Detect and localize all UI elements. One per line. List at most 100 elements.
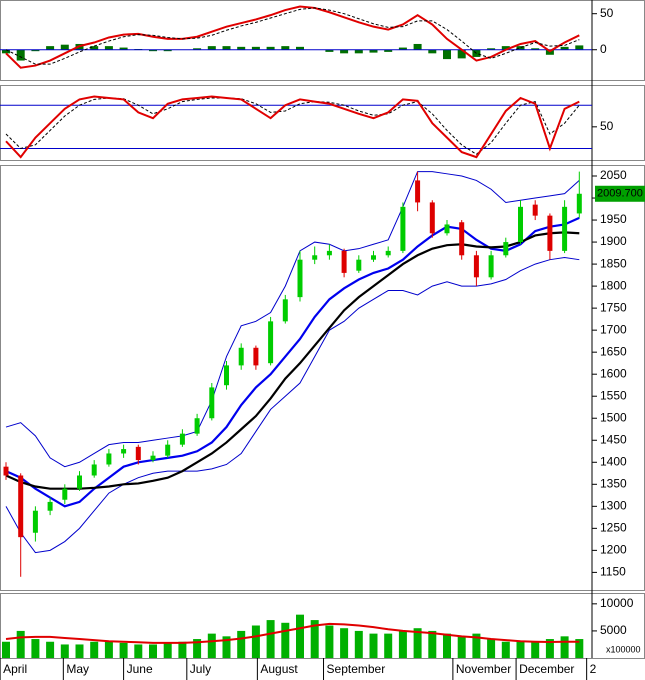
histogram-bar xyxy=(119,47,128,50)
histogram-bar xyxy=(457,49,466,59)
candle-body xyxy=(194,418,200,434)
histogram-bar xyxy=(443,49,451,60)
histogram-bar xyxy=(354,49,363,54)
y-tick-label: 1300 xyxy=(600,498,627,512)
x-tick-label: September xyxy=(327,662,386,676)
series-line xyxy=(5,7,580,65)
histogram-bar xyxy=(413,43,422,50)
volume-bar xyxy=(575,639,584,658)
histogram-bar xyxy=(369,49,378,53)
volume-bar xyxy=(266,620,275,658)
volume-bar xyxy=(501,641,510,658)
volume-bar xyxy=(16,630,25,658)
volume-bar xyxy=(134,644,143,658)
x-tick-label: May xyxy=(66,662,89,676)
histogram-bar xyxy=(2,49,10,54)
histogram-bar xyxy=(90,46,99,50)
volume-bar xyxy=(472,633,481,658)
candle-body xyxy=(224,365,229,386)
candle-body xyxy=(459,222,465,256)
candle-body xyxy=(91,464,97,476)
candle-body xyxy=(282,299,288,322)
volume-bar xyxy=(251,625,260,658)
y-tick-label: 1700 xyxy=(600,322,627,336)
x-tick-label: June xyxy=(127,662,153,676)
y-tick-label: 5000 xyxy=(600,623,627,637)
histogram-bar xyxy=(149,49,157,52)
last-price-box xyxy=(595,185,645,202)
histogram-bar xyxy=(207,46,216,50)
candle-body xyxy=(518,206,523,243)
candle-body xyxy=(444,224,450,234)
candle-body xyxy=(473,255,479,278)
volume-bar xyxy=(310,620,319,658)
candle-body xyxy=(47,501,53,511)
volume-bar xyxy=(428,630,437,658)
candle-body xyxy=(371,255,376,260)
y-tick-label: 50 xyxy=(600,119,614,133)
series-line xyxy=(5,231,580,490)
histogram-bar xyxy=(193,48,202,50)
histogram-bar xyxy=(531,48,540,50)
y-tick-label: 2050 xyxy=(600,168,627,182)
x-tick-label: July xyxy=(190,662,211,676)
volume-bar xyxy=(178,641,187,658)
candle-body xyxy=(165,444,171,456)
candle-body xyxy=(341,250,347,273)
volume-bar xyxy=(516,641,525,658)
y-tick-label: 1250 xyxy=(600,521,627,535)
y-tick-label: 0 xyxy=(600,42,607,56)
candle-body xyxy=(415,180,421,203)
candle-body xyxy=(326,250,332,256)
volume-bar xyxy=(398,630,407,658)
histogram-bar xyxy=(384,49,393,52)
volume-bar xyxy=(163,642,172,658)
volume-bar xyxy=(354,630,363,658)
series-line xyxy=(5,5,580,69)
histogram-bar xyxy=(104,46,113,50)
volume-bar xyxy=(545,639,554,658)
volume-bar xyxy=(119,642,128,658)
x-tick-label: November xyxy=(456,662,511,676)
histogram-bar xyxy=(296,46,304,50)
candle-body xyxy=(268,321,274,364)
histogram-bar xyxy=(60,44,69,50)
volume-bar xyxy=(90,641,99,658)
volume-bar xyxy=(413,628,422,658)
volume-bar xyxy=(487,639,496,658)
histogram-bar xyxy=(560,46,569,50)
x-tick-label: April xyxy=(3,662,27,676)
candle-body xyxy=(385,250,391,256)
y-tick-label: 1150 xyxy=(600,565,626,579)
candle-body xyxy=(209,387,215,419)
histogram-bar xyxy=(31,49,40,52)
y-tick-label: 1350 xyxy=(600,476,627,490)
candle-body xyxy=(150,455,156,461)
histogram-bar xyxy=(46,46,55,50)
histogram-bar xyxy=(516,46,525,50)
y-tick-label: 1600 xyxy=(600,366,627,380)
y-tick-label: 50 xyxy=(600,6,614,20)
volume-bar xyxy=(296,614,304,658)
histogram-bar xyxy=(237,46,246,50)
candle-body xyxy=(3,466,9,476)
volume-bar xyxy=(222,636,231,658)
candle-body xyxy=(312,255,318,260)
candle-body xyxy=(179,433,185,445)
candle-body xyxy=(18,475,24,538)
y-tick-label: 1750 xyxy=(600,300,627,314)
volume-bar xyxy=(443,633,451,658)
volume-bar xyxy=(340,628,349,658)
candle-body xyxy=(121,449,127,454)
x-tick-label: August xyxy=(260,662,298,676)
volume-bar xyxy=(281,622,290,658)
histogram-bar xyxy=(163,49,172,52)
histogram-bar xyxy=(487,48,496,50)
volume-bar xyxy=(75,644,84,658)
series-line xyxy=(5,97,580,155)
volume-bar xyxy=(31,639,40,658)
histogram-bar xyxy=(398,47,407,50)
last-price-label: 2009.700 xyxy=(597,188,643,200)
histogram-bar xyxy=(16,49,25,61)
histogram-bar xyxy=(325,49,334,52)
